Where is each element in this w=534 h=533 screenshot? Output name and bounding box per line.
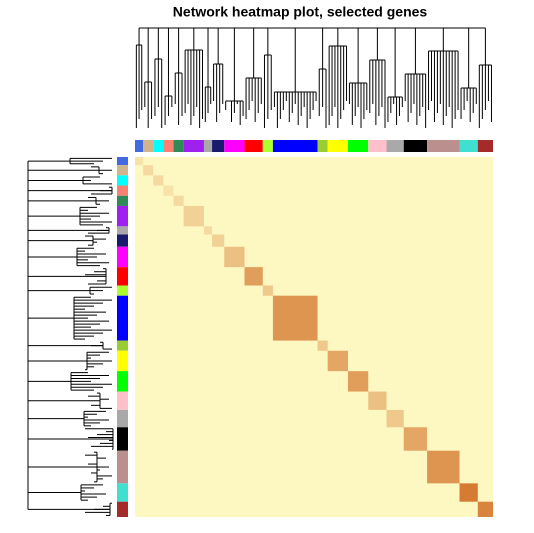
top-color-bar — [183, 140, 204, 152]
top-color-bar — [173, 140, 184, 152]
module-block — [143, 165, 154, 176]
left-color-bar — [117, 483, 128, 502]
left-color-bar — [117, 450, 128, 484]
module-block — [153, 175, 164, 186]
top-color-bar — [347, 140, 369, 152]
left-color-bar — [117, 340, 128, 351]
module-block — [135, 157, 144, 166]
module-block — [173, 195, 184, 206]
top-color-bar — [459, 140, 478, 152]
module-block — [183, 205, 204, 227]
module-block — [163, 185, 174, 196]
top-color-bar — [224, 140, 245, 152]
top-color-bar — [317, 140, 328, 152]
left-color-bar — [117, 195, 128, 206]
top-color-bar — [203, 140, 213, 152]
top-color-bar — [272, 140, 318, 152]
left-color-bar — [117, 205, 128, 227]
module-block — [262, 285, 273, 296]
top-color-bar — [262, 140, 273, 152]
top-color-bar — [368, 140, 387, 152]
top-color-bar — [427, 140, 460, 152]
left-color-bar — [117, 185, 128, 196]
left-color-bar — [117, 246, 128, 268]
module-block — [477, 501, 493, 517]
top-color-bar — [143, 140, 154, 152]
left-color-bar — [117, 165, 128, 176]
module-block — [386, 409, 404, 428]
module-block — [244, 267, 263, 286]
module-block — [203, 226, 213, 235]
left-color-bar — [117, 350, 128, 372]
left-color-bar — [117, 175, 128, 186]
top-color-bar — [212, 140, 225, 152]
top-color-bar — [135, 140, 144, 152]
left-color-bar — [117, 285, 128, 296]
top-color-bar — [386, 140, 404, 152]
module-block — [347, 371, 369, 392]
module-block — [212, 234, 225, 247]
module-block — [368, 391, 387, 410]
top-color-bar — [153, 140, 164, 152]
chart-title: Network heatmap plot, selected genes — [173, 4, 428, 20]
module-block — [317, 340, 328, 351]
top-color-bar — [477, 140, 493, 152]
left-color-bar — [117, 501, 128, 517]
module-block — [327, 350, 348, 372]
top-color-bar — [163, 140, 174, 152]
module-block — [403, 427, 428, 451]
left-color-bar — [117, 234, 128, 247]
left-color-bar — [117, 226, 128, 235]
module-block — [427, 450, 460, 484]
left-color-bar — [117, 391, 128, 410]
top-color-bar — [403, 140, 428, 152]
left-color-bar — [117, 409, 128, 428]
module-block — [272, 295, 318, 341]
module-block — [459, 483, 478, 502]
module-block — [224, 246, 245, 268]
top-color-bar — [244, 140, 263, 152]
top-color-bar — [327, 140, 348, 152]
left-color-bar — [117, 295, 128, 341]
left-color-bar — [117, 427, 128, 451]
left-color-bar — [117, 371, 128, 392]
left-color-bar — [117, 157, 128, 166]
left-color-bar — [117, 267, 128, 286]
